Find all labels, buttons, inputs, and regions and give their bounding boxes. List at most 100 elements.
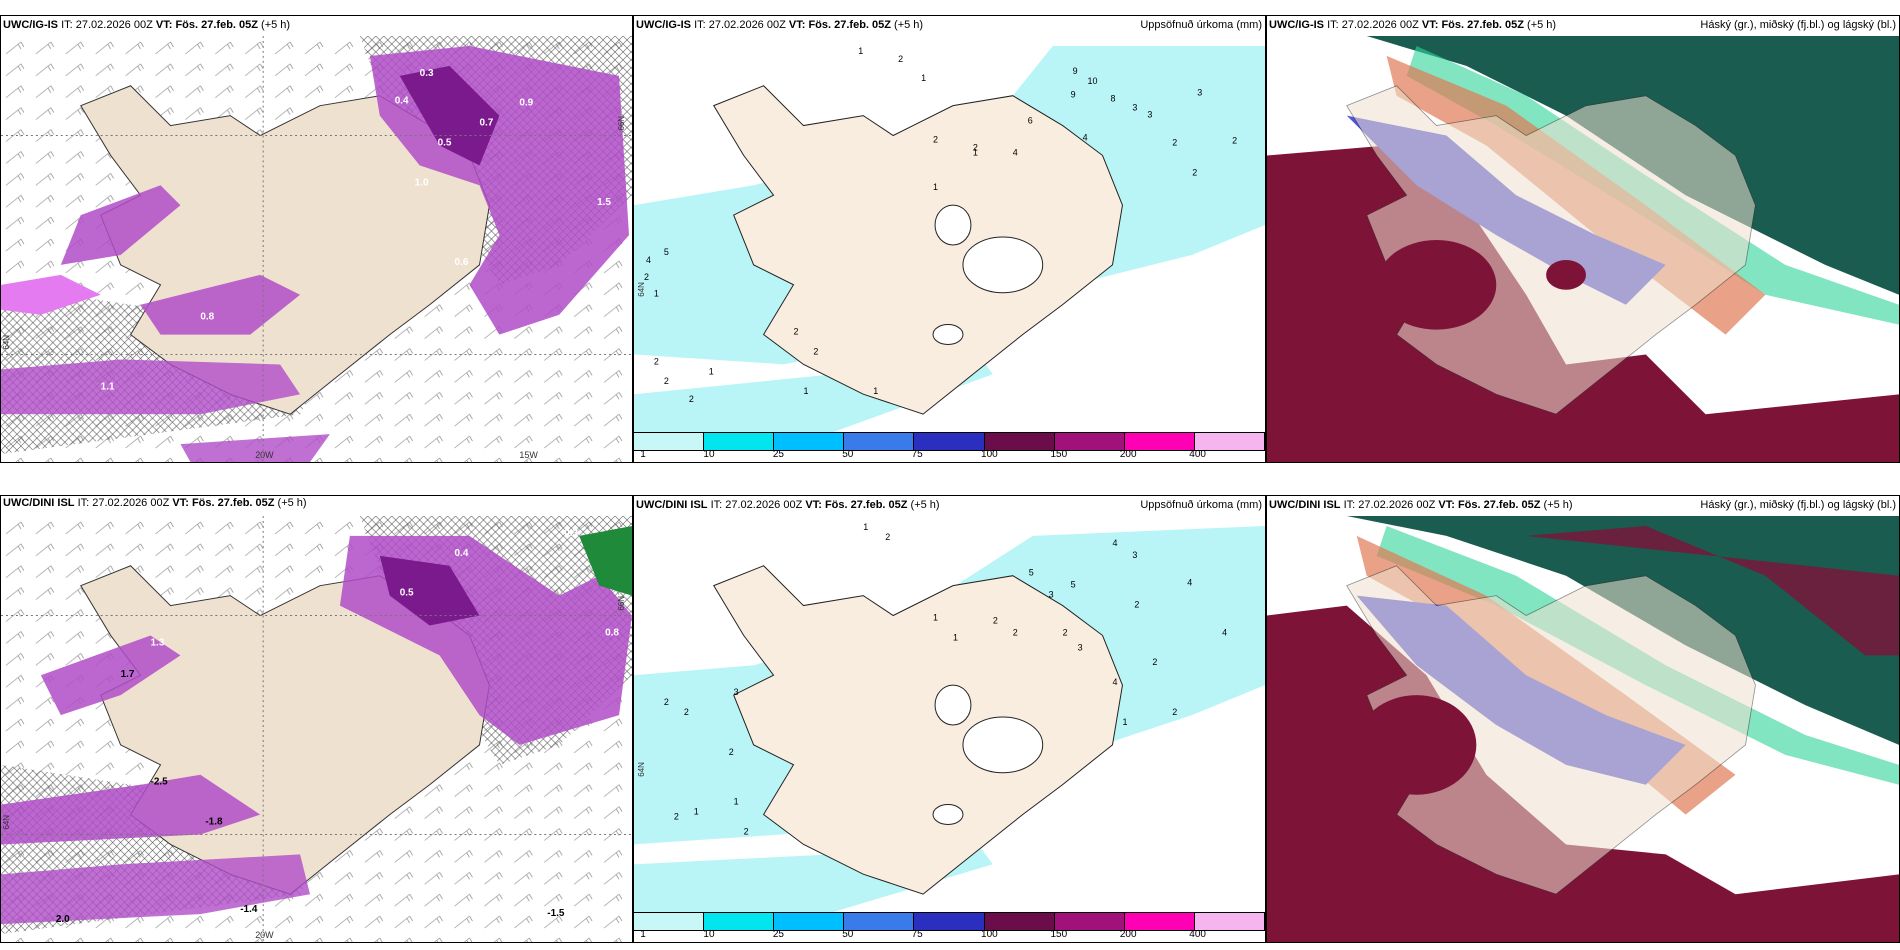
wind-value: 0.5 (400, 588, 414, 599)
colorbar-label: 1 (640, 449, 646, 460)
iceland-land (713, 565, 1123, 895)
colorbar-swatch (634, 433, 705, 450)
precip-value: 1 (921, 73, 926, 83)
precip-value: 4 (1083, 132, 1088, 142)
precip-value: 1 (709, 366, 714, 376)
wind-value: 1.3 (151, 637, 165, 648)
lat-label: 64N (2, 815, 11, 830)
colorbar: 1 10 25 50 75 100 150 200 400 (634, 432, 1265, 462)
colorbar-label: 25 (772, 449, 784, 460)
field-title: Uppsöfnuð úrkoma (mm) (1140, 19, 1262, 31)
panel-bottom-left: UWC/DINI ISL IT: 27.02.2026 00Z VT: Fös.… (0, 495, 633, 943)
wind-value: -1.8 (205, 817, 223, 828)
precip-value: 2 (744, 826, 749, 836)
wind-value: -1.5 (547, 908, 565, 919)
cloud-map (1267, 516, 1899, 942)
colorbar-swatch (844, 913, 915, 930)
precip-value: 9 (1071, 90, 1076, 100)
precip-value: 2 (1063, 627, 1068, 637)
colorbar-label: 400 (1189, 929, 1206, 940)
colorbar-swatch (774, 433, 845, 450)
lat-label: 64N (2, 335, 11, 350)
wind-value: 2.0 (56, 914, 70, 925)
colorbar-swatch (774, 913, 845, 930)
colorbar-label: 10 (703, 449, 715, 460)
precip-map: 1 2 4 3 5 4 5 2 3 4 2 1 1 2 2 3 2 2 4 1 (634, 516, 1265, 912)
precip-value: 2 (689, 394, 694, 404)
precip-value: 4 (1187, 578, 1192, 588)
colorbar-label: 75 (911, 449, 923, 460)
panel-title: UWC/IG-IS IT: 27.02.2026 00Z VT: Fös. 27… (3, 19, 291, 31)
precip-value: 2 (1172, 137, 1177, 147)
wind-value: -1.4 (240, 904, 258, 915)
colorbar-swatch (1194, 433, 1265, 450)
precip-value: 2 (898, 54, 903, 64)
precip-value: 4 (1112, 677, 1117, 687)
precip-value: 1 (933, 182, 938, 192)
precip-value: 1 (654, 289, 659, 299)
cloud-map (1267, 36, 1899, 462)
precip-value: 6 (1028, 116, 1033, 126)
precip-value: 1 (694, 807, 699, 817)
wind-value: 1.0 (415, 177, 429, 188)
colorbar-swatch (844, 433, 915, 450)
wind-value: 0.5 (290, 421, 304, 432)
colorbar-swatch (704, 433, 775, 450)
precip-value: 9 (1073, 66, 1078, 76)
precip-value: 2 (1232, 135, 1237, 145)
iceland-land (713, 85, 1123, 415)
wind-value: 0.8 (605, 627, 619, 638)
precip-value: 2 (973, 142, 978, 152)
panel-title: UWC/DINI ISL IT: 27.02.2026 00Z VT: Fös.… (3, 497, 307, 509)
precip-map: 1 2 1 9 10 9 8 3 3 3 2 2 2 4 6 4 1 1 2 2 (634, 36, 1265, 432)
precip-value: 2 (933, 134, 938, 144)
precip-value: 4 (1013, 147, 1018, 157)
colorbar-label: 200 (1119, 929, 1137, 940)
precip-value: 5 (1071, 580, 1076, 590)
field-title: Háský (gr.), miðský (fj.bl.) og lágský (… (1700, 499, 1896, 511)
lon-label: 15W (519, 450, 538, 460)
lat-label: 66N (617, 596, 626, 611)
precip-value: 1 (863, 522, 868, 532)
wind-value: 0.8 (200, 312, 214, 323)
precip-value: 2 (684, 707, 689, 717)
precip-value: 3 (1049, 590, 1054, 600)
precip-value: 1 (973, 147, 978, 157)
colorbar-label: 150 (1050, 449, 1068, 460)
panel-top-left: UWC/IG-IS IT: 27.02.2026 00Z VT: Fös. 27… (0, 15, 633, 463)
wind-value: 0.3 (564, 528, 578, 539)
colorbar-swatch (984, 913, 1055, 930)
precip-value: 2 (793, 327, 798, 337)
wind-value: 1.5 (597, 197, 611, 208)
precip-value: 2 (813, 346, 818, 356)
panel-top-mid: UWC/IG-IS IT: 27.02.2026 00Z VT: Fös. 27… (633, 15, 1266, 463)
wind-value: 0.4 (395, 96, 409, 107)
wind-value: 1.7 (121, 669, 135, 680)
precip-value: 2 (885, 532, 890, 542)
colorbar-label: 50 (842, 449, 854, 460)
precip-value: 1 (734, 797, 739, 807)
lat-label: 66N (617, 116, 626, 131)
colorbar-swatch (1054, 913, 1125, 930)
precip-value: 1 (953, 632, 958, 642)
precip-value: 4 (1222, 627, 1227, 637)
precip-value: 3 (1078, 642, 1083, 652)
precip-value: 4 (1112, 538, 1117, 548)
field-title: Háský (gr.), miðský (fj.bl.) og lágský (… (1700, 19, 1896, 31)
colorbar-label: 100 (981, 929, 998, 940)
precip-value: 5 (1029, 568, 1034, 578)
lat-label: 64N (637, 282, 646, 297)
wind-precip-map: 0.3 0.4 0.5 0.7 0.9 1.0 1.5 0.6 0.8 3.4 … (1, 36, 632, 462)
precip-value: 4 (646, 255, 651, 265)
precip-value: 3 (734, 687, 739, 697)
wind-value: 1.1 (101, 381, 115, 392)
precip-value: 1 (873, 386, 878, 396)
wind-precip-map: 0.3 0.4 0.5 1.3 1.7 -1.8 -1.4 -2.5 -1.5 … (1, 516, 632, 942)
precip-value: 2 (664, 376, 669, 386)
colorbar-swatch (634, 913, 705, 930)
precip-value: 10 (1088, 76, 1098, 86)
precip-value: 1 (803, 386, 808, 396)
wind-value: -2.5 (151, 777, 169, 788)
precip-value: 1 (1122, 717, 1127, 727)
precip-value: 5 (664, 247, 669, 257)
